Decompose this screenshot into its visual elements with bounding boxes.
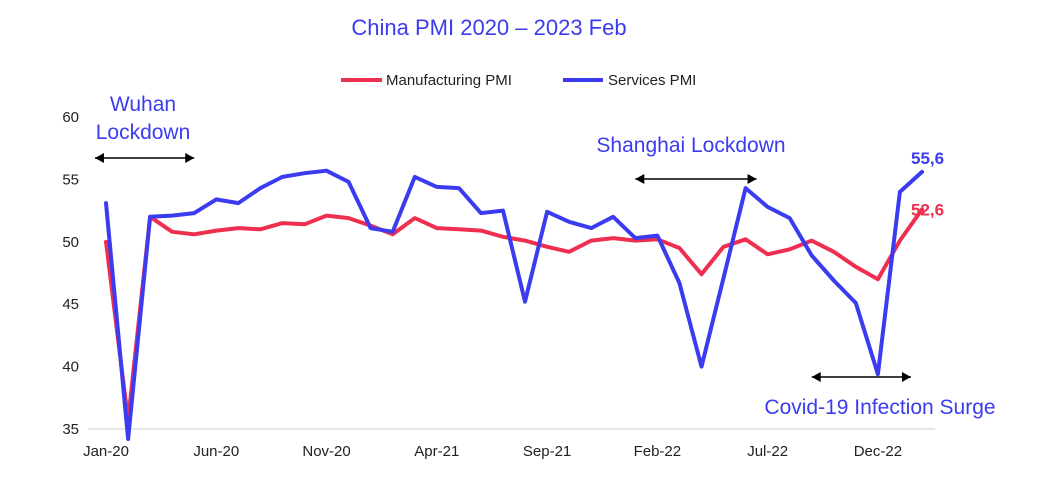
annotation-arrowhead-left	[635, 174, 645, 184]
x-tick-label: Feb-22	[634, 443, 682, 460]
services-pmi-line	[104, 168, 924, 441]
y-tick-label: 35	[62, 421, 79, 438]
x-tick-label: Jan-20	[83, 443, 129, 460]
y-tick-label: 60	[62, 109, 79, 126]
y-tick-label: 55	[62, 171, 79, 188]
annotation-text: Wuhan	[110, 93, 176, 116]
x-axis-ticks: Jan-20 Jun-20 Nov-20 Apr-21 Sep-21 Feb-22 Jul-…	[83, 443, 902, 460]
annotation-text: Lockdown	[96, 121, 191, 144]
annotation-text: Covid-19 Infection Surge	[764, 396, 995, 419]
y-axis-ticks: 35 40 45 50 55 60	[62, 109, 79, 438]
end-labels: 52,6 55,6	[911, 149, 944, 219]
annotation-arrowhead-left	[94, 153, 104, 163]
annotations: Wuhan Lockdown Shanghai Lockdown Covid-19 I…	[94, 93, 996, 419]
annotation-arrowhead-left	[811, 372, 821, 382]
legend-label-manufacturing: Manufacturing PMI	[386, 72, 512, 89]
x-tick-label: Sep-21	[523, 443, 571, 460]
annotation-arrowhead-right	[901, 372, 911, 382]
manufacturing-end-label: 52,6	[911, 200, 944, 219]
legend-label-services: Services PMI	[608, 72, 696, 89]
manufacturing-pmi-line	[104, 207, 924, 423]
annotation-text: Shanghai Lockdown	[596, 134, 785, 157]
x-tick-label: Jul-22	[747, 443, 788, 460]
x-tick-label: Nov-20	[302, 443, 350, 460]
x-tick-label: Apr-21	[414, 443, 459, 460]
y-tick-label: 45	[62, 296, 79, 313]
y-tick-label: 50	[62, 234, 79, 251]
annotation-arrowhead-right	[747, 174, 757, 184]
series-lines	[104, 168, 924, 441]
chart-title: China PMI 2020 – 2023 Feb	[351, 15, 626, 40]
x-tick-label: Jun-20	[193, 443, 239, 460]
services-end-label: 55,6	[911, 149, 944, 168]
legend: Manufacturing PMI Services PMI	[341, 72, 696, 89]
y-tick-label: 40	[62, 359, 79, 376]
annotation-arrowhead-right	[185, 153, 195, 163]
x-tick-label: Dec-22	[854, 443, 902, 460]
